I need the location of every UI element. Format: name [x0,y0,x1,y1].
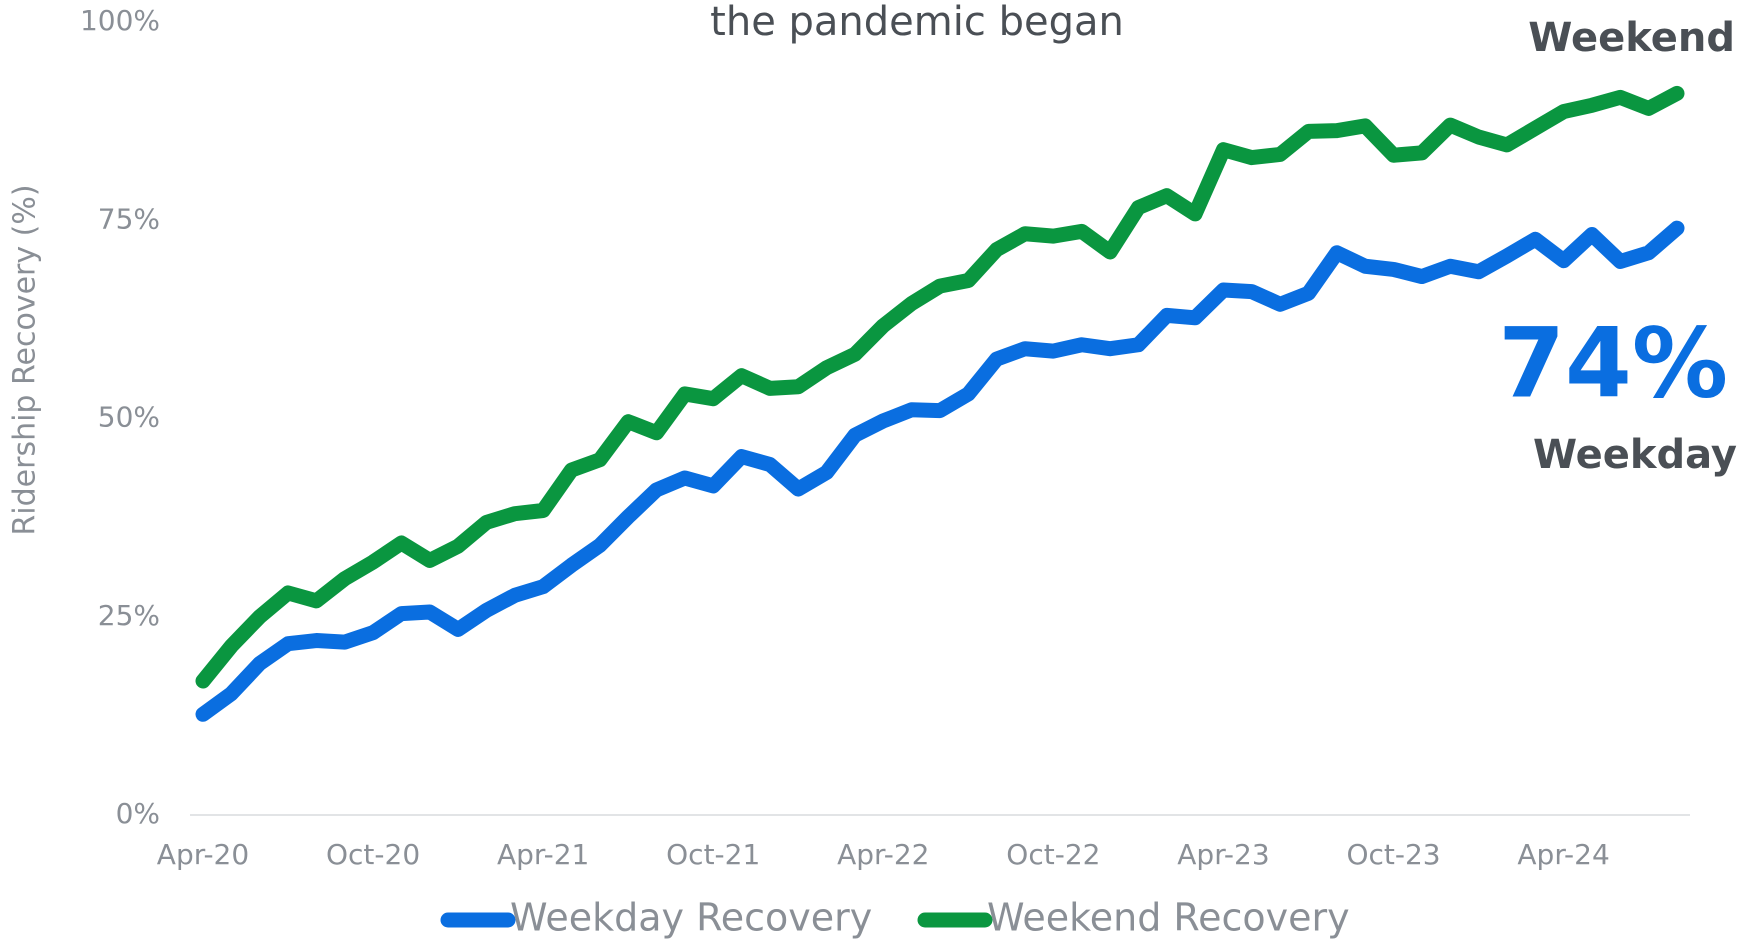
legend-label: Weekend Recovery [987,896,1350,940]
x-tick-label: Apr-23 [1177,838,1269,871]
x-tick-label: Apr-20 [157,838,249,871]
annotation: Weekday [1533,432,1737,478]
y-tick-label: 50% [98,401,160,434]
legend-label: Weekday Recovery [510,896,872,940]
y-tick-label: 100% [80,4,160,37]
annotation: Weekend [1528,15,1735,61]
y-tick-label: 0% [116,797,160,830]
x-tick-label: Apr-24 [1517,838,1609,871]
chart-title: the pandemic began [710,0,1124,45]
x-tick-label: Apr-22 [837,838,929,871]
x-tick-label: Apr-21 [497,838,589,871]
x-tick-label: Oct-23 [1346,838,1440,871]
x-tick-label: Oct-22 [1006,838,1100,871]
annotation: 74% [1498,307,1728,419]
y-tick-label: 25% [98,599,160,632]
series-line [195,220,1685,722]
x-tick-label: Oct-20 [326,838,420,871]
x-tick-label: Oct-21 [666,838,760,871]
series-line [195,85,1685,689]
y-tick-label: 75% [98,202,160,235]
y-axis-label: Ridership Recovery (%) [8,184,43,535]
